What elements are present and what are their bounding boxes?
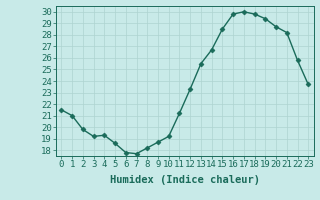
X-axis label: Humidex (Indice chaleur): Humidex (Indice chaleur) xyxy=(110,175,260,185)
